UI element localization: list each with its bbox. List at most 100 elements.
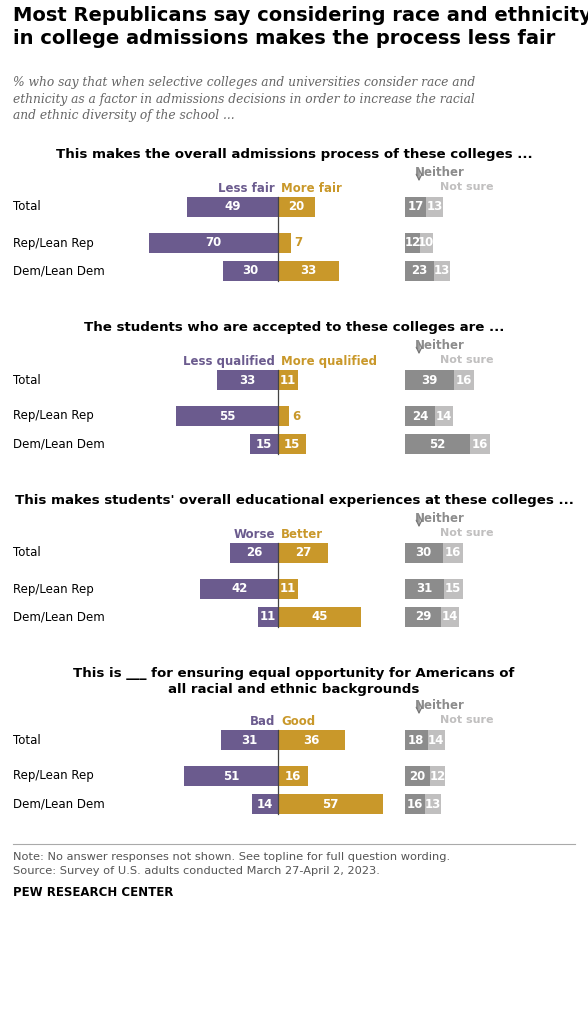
- Bar: [217, 370, 278, 390]
- Bar: [425, 794, 441, 814]
- Bar: [252, 794, 278, 814]
- Text: Total: Total: [13, 373, 41, 387]
- Text: 20: 20: [409, 769, 426, 783]
- Text: Most Republicans say considering race and ethnicity
in college admissions makes : Most Republicans say considering race an…: [13, 6, 588, 48]
- Text: Rep/Lean Rep: Rep/Lean Rep: [13, 409, 93, 422]
- Text: 70: 70: [205, 236, 221, 250]
- Text: 7: 7: [294, 236, 302, 250]
- Text: Good: Good: [281, 715, 315, 728]
- Text: 29: 29: [415, 611, 432, 623]
- Text: 51: 51: [223, 769, 239, 783]
- Bar: [149, 233, 278, 253]
- Text: 55: 55: [219, 409, 235, 422]
- Text: Rep/Lean Rep: Rep/Lean Rep: [13, 769, 93, 783]
- Bar: [441, 607, 459, 627]
- Text: 49: 49: [225, 201, 241, 214]
- Bar: [405, 543, 443, 563]
- Bar: [278, 406, 289, 426]
- Text: Worse: Worse: [233, 528, 275, 541]
- Bar: [405, 197, 426, 217]
- Bar: [405, 370, 454, 390]
- Text: Better: Better: [281, 528, 323, 541]
- Text: Dem/Lean Dem: Dem/Lean Dem: [13, 798, 105, 810]
- Bar: [470, 434, 490, 454]
- Text: Not sure: Not sure: [440, 182, 493, 192]
- Text: 11: 11: [280, 582, 296, 595]
- Bar: [427, 730, 445, 750]
- Text: More qualified: More qualified: [281, 355, 377, 368]
- Text: 42: 42: [231, 582, 248, 595]
- Bar: [250, 434, 278, 454]
- Text: 12: 12: [405, 236, 420, 250]
- Bar: [405, 766, 430, 786]
- Bar: [278, 370, 298, 390]
- Text: 14: 14: [428, 733, 445, 747]
- Text: The students who are accepted to these colleges are ...: The students who are accepted to these c…: [84, 321, 504, 333]
- Text: 57: 57: [323, 798, 339, 810]
- Text: 16: 16: [456, 373, 472, 387]
- Bar: [443, 543, 463, 563]
- Bar: [454, 370, 474, 390]
- Bar: [278, 607, 361, 627]
- Text: 31: 31: [416, 582, 433, 595]
- Bar: [405, 607, 441, 627]
- Text: 20: 20: [288, 201, 305, 214]
- Bar: [220, 730, 278, 750]
- Text: 16: 16: [472, 438, 488, 450]
- Bar: [405, 233, 420, 253]
- Text: 27: 27: [295, 546, 311, 560]
- Text: Neither: Neither: [415, 339, 465, 352]
- Text: 14: 14: [257, 798, 273, 810]
- Text: Less qualified: Less qualified: [183, 355, 275, 368]
- Text: 26: 26: [246, 546, 262, 560]
- Text: 31: 31: [241, 733, 258, 747]
- Text: More fair: More fair: [281, 182, 342, 195]
- Text: Dem/Lean Dem: Dem/Lean Dem: [13, 438, 105, 450]
- Text: 36: 36: [303, 733, 319, 747]
- Bar: [434, 261, 450, 281]
- Text: Not sure: Not sure: [440, 715, 493, 725]
- Bar: [278, 434, 306, 454]
- Text: 45: 45: [312, 611, 328, 623]
- Text: This makes the overall admissions process of these colleges ...: This makes the overall admissions proces…: [56, 148, 532, 161]
- Text: Total: Total: [13, 546, 41, 560]
- Bar: [405, 730, 427, 750]
- Text: 24: 24: [412, 409, 428, 422]
- Text: 15: 15: [283, 438, 300, 450]
- Text: Neither: Neither: [415, 166, 465, 179]
- Bar: [405, 579, 444, 599]
- Text: Not sure: Not sure: [440, 528, 493, 538]
- Bar: [222, 261, 278, 281]
- Bar: [258, 607, 278, 627]
- Text: Rep/Lean Rep: Rep/Lean Rep: [13, 236, 93, 250]
- Text: 10: 10: [418, 236, 435, 250]
- Bar: [444, 579, 463, 599]
- Bar: [278, 730, 345, 750]
- Bar: [430, 766, 445, 786]
- Text: 52: 52: [429, 438, 446, 450]
- Bar: [278, 794, 383, 814]
- Text: % who say that when selective colleges and universities consider race and
ethnic: % who say that when selective colleges a…: [13, 76, 475, 122]
- Bar: [183, 766, 278, 786]
- Bar: [405, 434, 470, 454]
- Bar: [405, 794, 425, 814]
- Bar: [426, 197, 443, 217]
- Text: 23: 23: [411, 265, 427, 277]
- Text: 33: 33: [300, 265, 317, 277]
- Text: 33: 33: [239, 373, 256, 387]
- Text: 16: 16: [407, 798, 423, 810]
- Text: 14: 14: [436, 409, 452, 422]
- Bar: [278, 766, 308, 786]
- Text: Note: No answer responses not shown. See topline for full question wording.
Sour: Note: No answer responses not shown. See…: [13, 852, 450, 876]
- Text: 6: 6: [292, 409, 300, 422]
- Bar: [230, 543, 278, 563]
- Bar: [278, 233, 291, 253]
- Text: 13: 13: [434, 265, 450, 277]
- Text: Neither: Neither: [415, 512, 465, 525]
- Text: 15: 15: [445, 582, 462, 595]
- Text: Total: Total: [13, 201, 41, 214]
- Text: 18: 18: [408, 733, 425, 747]
- Bar: [278, 197, 315, 217]
- Bar: [176, 406, 278, 426]
- Text: 12: 12: [429, 769, 446, 783]
